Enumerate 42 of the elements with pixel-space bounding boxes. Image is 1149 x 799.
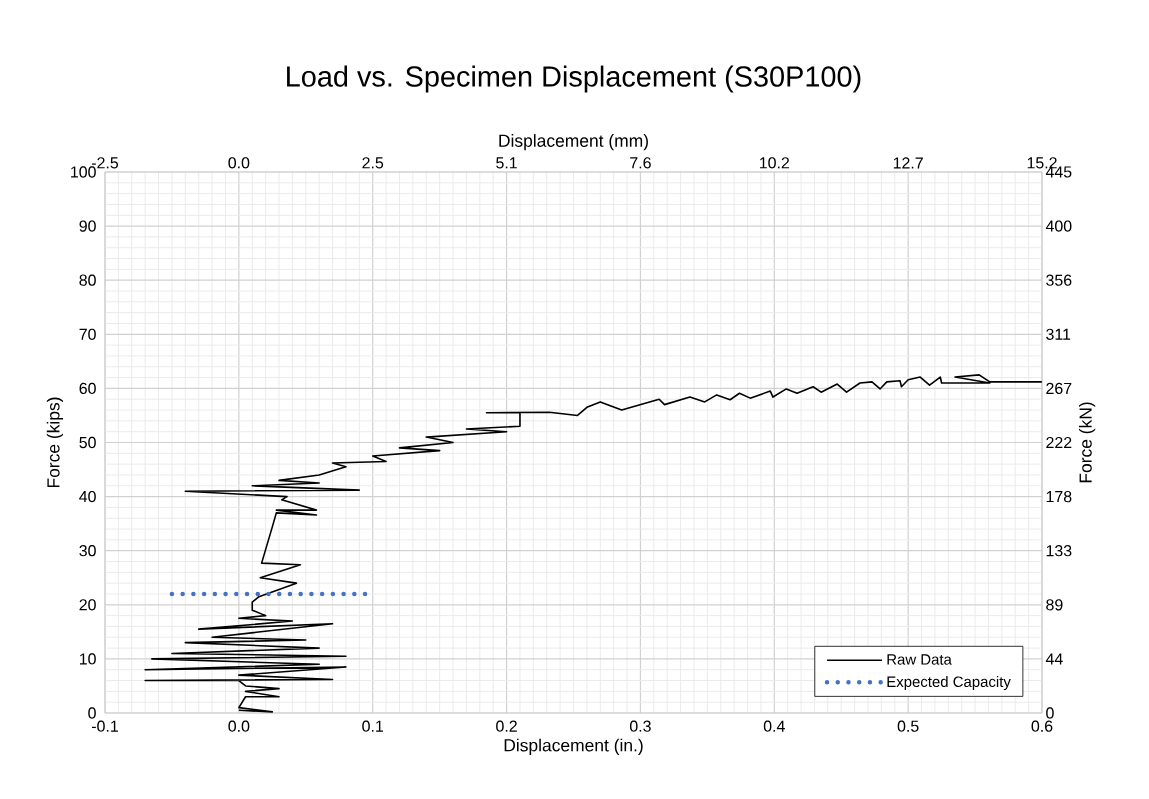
x-tick-label: -0.1	[91, 720, 118, 732]
y-tick-label: 0	[88, 707, 96, 719]
y2-tick-label: 44	[1045, 653, 1063, 665]
y2-tick-label: 89	[1046, 599, 1063, 611]
legend-label: Raw Data	[887, 654, 952, 665]
x2-tick-label: 0.0	[228, 157, 250, 169]
y-tick-label: 80	[79, 274, 96, 286]
y-tick-label: 20	[79, 599, 96, 611]
x-axis-title: Displacement (in.)	[504, 738, 643, 755]
y-tick-label: 60	[79, 382, 96, 395]
x-tick-label: 0.5	[897, 720, 919, 732]
chart-title: Load vs. Specimen Displacement (S30P100)	[287, 65, 861, 93]
y-tick-label: 70	[79, 328, 96, 340]
y2-axis-title: Force (kN)	[1078, 402, 1096, 483]
legend-label: Expected Capacity	[887, 676, 1011, 690]
x-tick-label: 0.2	[496, 720, 517, 732]
x2-tick-label: 7.6	[630, 157, 651, 169]
line-series	[144, 374, 1043, 713]
y-tick-label: 50	[79, 436, 96, 449]
x-tick-label: 0.6	[1031, 720, 1053, 732]
y-tick-label: 10	[79, 653, 96, 665]
y-tick-label: 90	[79, 220, 96, 232]
y2-tick-label: 267	[1046, 382, 1072, 395]
y-tick-label: 40	[79, 490, 96, 503]
x-tick-label: 0.4	[763, 720, 785, 732]
y-tick-label: 30	[79, 545, 96, 557]
x2-tick-label: 12.7	[893, 157, 923, 169]
y2-tick-label: 311	[1046, 328, 1071, 340]
x2-tick-label: 5.1	[496, 157, 517, 169]
x2-tick-label: 10.2	[760, 157, 789, 169]
x2-tick-label: 2.5	[362, 157, 384, 169]
y2-tick-label: 222	[1046, 436, 1072, 449]
y2-tick-label: 400	[1045, 220, 1072, 232]
y2-tick-label: 0	[1046, 707, 1054, 719]
y2-tick-label: 133	[1046, 545, 1072, 557]
x-tick-label: 0.0	[228, 720, 250, 732]
y2-tick-label: 178	[1046, 490, 1072, 503]
y2-tick-label: 356	[1046, 274, 1072, 286]
x-tick-label: 0.1	[362, 720, 384, 732]
x-tick-label: 0.3	[629, 720, 651, 732]
x2-axis-title: Displacement (mm)	[499, 134, 648, 151]
y-axis-title: Force (kips)	[46, 397, 64, 488]
